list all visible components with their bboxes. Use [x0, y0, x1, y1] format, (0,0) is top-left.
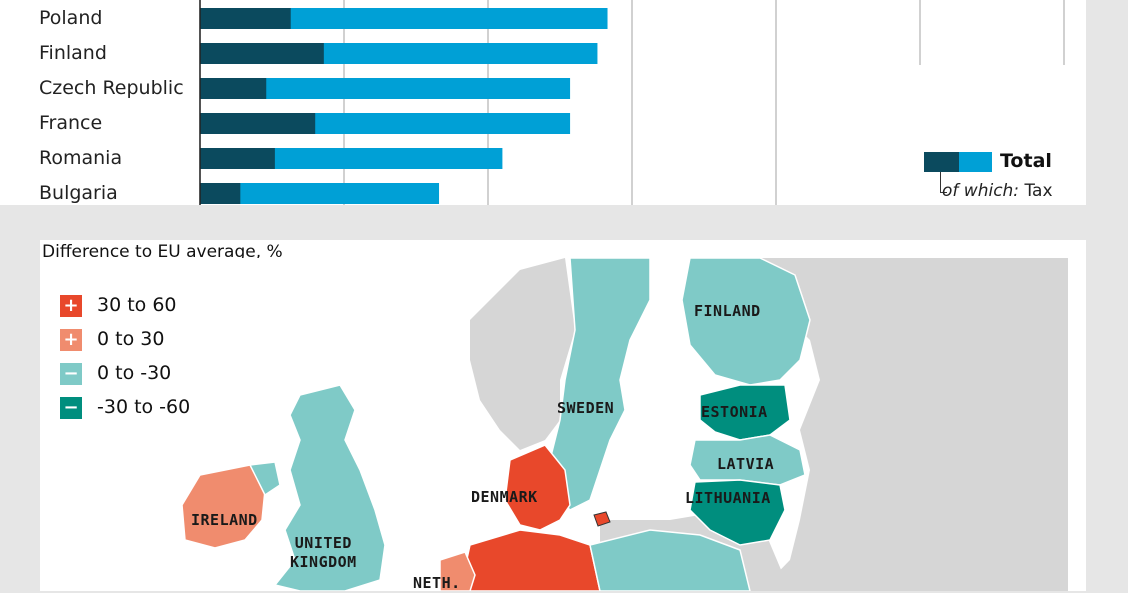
lithuania-shape	[689, 479, 786, 546]
country-label: UNITED KINGDOM	[290, 534, 357, 571]
bar-tax	[200, 78, 267, 99]
category-label: Poland	[39, 7, 103, 29]
legend-bracket	[940, 172, 947, 193]
bar-chart	[199, 0, 1065, 205]
bar-tax	[200, 148, 275, 169]
bar-total	[200, 8, 608, 29]
category-label: France	[39, 112, 103, 134]
russia-land	[640, 258, 1068, 591]
bar-total	[200, 183, 440, 204]
category-label: Bulgaria	[39, 182, 118, 204]
country-label: DENMARK	[471, 488, 538, 506]
country-label: NETH.	[413, 574, 461, 592]
legend-sub-label: of which: Tax	[942, 181, 1053, 201]
map-legend-label: 0 to -30	[97, 362, 172, 384]
poland-shape	[589, 529, 751, 591]
map-legend-swatch: +	[60, 295, 82, 317]
country-label: ESTONIA	[701, 403, 768, 421]
map-title: Difference to EU average, %	[42, 242, 283, 262]
map-legend-swatch: −	[60, 397, 82, 419]
country-label: LITHUANIA	[685, 489, 771, 507]
total-swatch	[959, 152, 992, 172]
sweden-shape	[549, 258, 651, 511]
bar-chart-panel	[0, 0, 1086, 205]
netherlands-shape	[439, 551, 476, 591]
legend-of-which: of which:	[942, 181, 1020, 201]
map-legend-swatch: +	[60, 329, 82, 351]
map-legend-label: -30 to -60	[97, 396, 191, 418]
uk-shape	[273, 384, 386, 591]
bornholm-shape	[593, 511, 611, 527]
bar-tax	[200, 8, 291, 29]
bar-legend: Total of which: Tax	[920, 150, 1070, 206]
country-label: LATVIA	[717, 455, 775, 473]
category-label: Czech Republic	[39, 77, 184, 99]
bar-total	[200, 78, 571, 99]
map-legend-label: 30 to 60	[97, 294, 177, 316]
latvia-shape	[689, 434, 806, 486]
europe-map	[40, 258, 1068, 591]
tax-swatch	[924, 152, 959, 172]
map-legend-label: 0 to 30	[97, 328, 165, 350]
category-label: Romania	[39, 147, 123, 169]
northern-ireland-shape	[248, 461, 281, 497]
legend-total-label: Total	[1000, 150, 1052, 172]
norway-land	[470, 258, 575, 450]
bar-tax	[200, 113, 316, 134]
country-label: SWEDEN	[557, 399, 615, 417]
category-label: Finland	[39, 42, 107, 64]
finland-shape	[681, 258, 811, 386]
bar-total	[200, 148, 503, 169]
denmark-shape	[504, 444, 571, 531]
bar-tax	[200, 183, 241, 204]
country-label: FINLAND	[694, 302, 761, 320]
bar-tax	[200, 43, 324, 64]
map-legend-swatch: −	[60, 363, 82, 385]
country-label: IRELAND	[191, 511, 258, 529]
legend-tax: Tax	[1024, 181, 1053, 201]
